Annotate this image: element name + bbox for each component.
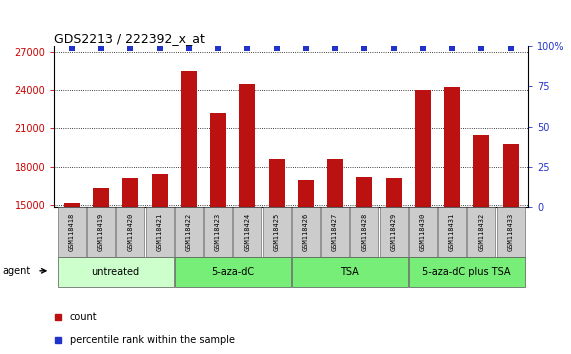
Bar xyxy=(175,207,203,257)
Point xyxy=(360,45,369,51)
Text: GSM118431: GSM118431 xyxy=(449,213,455,251)
Bar xyxy=(385,178,401,354)
Point xyxy=(272,45,281,51)
Text: GSM118432: GSM118432 xyxy=(478,213,484,251)
Bar xyxy=(321,207,349,257)
Text: GSM118418: GSM118418 xyxy=(69,213,75,251)
Bar xyxy=(292,257,408,287)
Bar xyxy=(116,207,144,257)
Bar xyxy=(204,207,232,257)
Text: count: count xyxy=(70,312,97,322)
Bar xyxy=(58,207,86,257)
Bar xyxy=(298,181,314,354)
Bar xyxy=(380,207,408,257)
Text: untreated: untreated xyxy=(91,267,140,277)
Point xyxy=(67,45,77,51)
Bar xyxy=(467,207,496,257)
Text: 5-aza-dC plus TSA: 5-aza-dC plus TSA xyxy=(423,267,511,277)
Point xyxy=(214,45,223,51)
Point xyxy=(301,45,311,51)
Bar xyxy=(181,72,197,354)
Bar xyxy=(234,207,262,257)
Point xyxy=(419,45,428,51)
Bar xyxy=(415,90,431,354)
Text: GSM118425: GSM118425 xyxy=(274,213,280,251)
Bar xyxy=(239,84,255,354)
Point xyxy=(389,45,398,51)
Text: GSM118422: GSM118422 xyxy=(186,213,192,251)
Bar xyxy=(151,174,168,354)
Text: GSM118430: GSM118430 xyxy=(420,213,426,251)
Text: GDS2213 / 222392_x_at: GDS2213 / 222392_x_at xyxy=(54,32,205,45)
Point xyxy=(243,45,252,51)
Bar xyxy=(350,207,379,257)
Point xyxy=(96,45,106,51)
Text: GSM118423: GSM118423 xyxy=(215,213,221,251)
Text: agent: agent xyxy=(3,266,31,276)
Text: GSM118426: GSM118426 xyxy=(303,213,309,251)
Text: GSM118419: GSM118419 xyxy=(98,213,104,251)
Bar xyxy=(210,113,226,354)
Text: GSM118428: GSM118428 xyxy=(361,213,367,251)
Text: 5-aza-dC: 5-aza-dC xyxy=(211,267,254,277)
Bar xyxy=(502,144,518,354)
Text: GSM118427: GSM118427 xyxy=(332,213,338,251)
Bar xyxy=(268,159,284,354)
Text: GSM118424: GSM118424 xyxy=(244,213,250,251)
Text: TSA: TSA xyxy=(340,267,359,277)
Text: percentile rank within the sample: percentile rank within the sample xyxy=(70,335,235,346)
Point xyxy=(448,45,457,51)
Bar xyxy=(93,188,109,354)
Bar xyxy=(438,207,466,257)
Bar xyxy=(175,257,291,287)
Bar xyxy=(122,178,138,354)
Text: GSM118420: GSM118420 xyxy=(127,213,133,251)
Text: GSM118433: GSM118433 xyxy=(508,213,514,251)
Bar xyxy=(146,207,174,257)
Point xyxy=(477,45,486,51)
Point xyxy=(126,45,135,51)
Point xyxy=(184,45,194,51)
Bar xyxy=(292,207,320,257)
Text: GSM118421: GSM118421 xyxy=(156,213,163,251)
Bar xyxy=(87,207,115,257)
Point xyxy=(506,45,515,51)
Bar xyxy=(497,207,525,257)
Bar xyxy=(263,207,291,257)
Text: GSM118429: GSM118429 xyxy=(391,213,397,251)
Bar xyxy=(327,159,343,354)
Bar xyxy=(356,177,372,354)
Bar xyxy=(409,257,525,287)
Bar xyxy=(409,207,437,257)
Bar xyxy=(473,135,489,354)
Bar xyxy=(58,257,174,287)
Bar xyxy=(64,203,80,354)
Bar xyxy=(444,87,460,354)
Point xyxy=(331,45,340,51)
Point xyxy=(155,45,164,51)
